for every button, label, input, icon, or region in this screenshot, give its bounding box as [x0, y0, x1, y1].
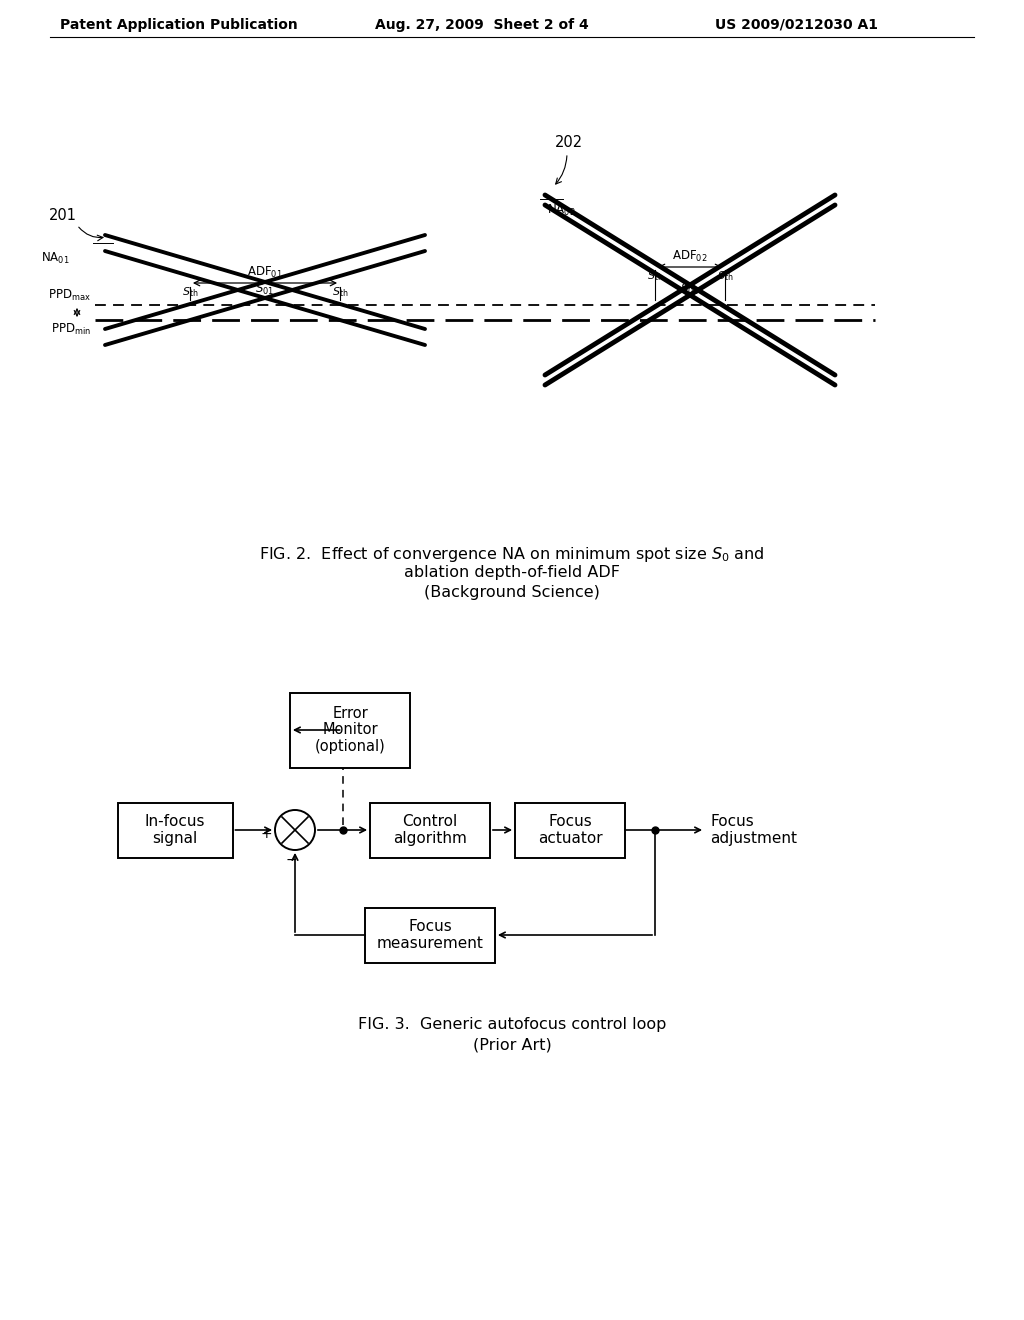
Text: Focus: Focus — [548, 814, 592, 829]
Text: −: − — [286, 853, 297, 867]
Text: In-focus: In-focus — [144, 814, 205, 829]
Bar — [365, 908, 495, 962]
Bar — [290, 693, 410, 767]
Text: Patent Application Publication: Patent Application Publication — [60, 18, 298, 32]
Text: NA$_{\mathregular{02}}$: NA$_{\mathregular{02}}$ — [547, 203, 575, 218]
Text: US 2009/0212030 A1: US 2009/0212030 A1 — [715, 18, 878, 32]
Text: Control: Control — [402, 814, 458, 829]
Text: ablation depth-of-field ADF: ablation depth-of-field ADF — [404, 565, 620, 579]
Text: 201: 201 — [49, 209, 77, 223]
Text: ADF$_{\mathregular{02}}$: ADF$_{\mathregular{02}}$ — [672, 249, 708, 264]
Text: $S_{\mathregular{th}}$: $S_{\mathregular{th}}$ — [182, 285, 199, 298]
Text: actuator: actuator — [538, 832, 602, 846]
Text: (optional): (optional) — [314, 739, 385, 754]
Text: PPD$_{\mathregular{min}}$: PPD$_{\mathregular{min}}$ — [51, 322, 91, 337]
Text: FIG. 3.  Generic autofocus control loop: FIG. 3. Generic autofocus control loop — [357, 1018, 667, 1032]
Text: $S_{\mathregular{th}}$: $S_{\mathregular{th}}$ — [332, 285, 348, 298]
Text: signal: signal — [153, 832, 198, 846]
Text: NA$_{\mathregular{01}}$: NA$_{\mathregular{01}}$ — [41, 251, 70, 267]
Text: PPD$_{\mathregular{max}}$: PPD$_{\mathregular{max}}$ — [48, 288, 91, 304]
Text: adjustment: adjustment — [710, 830, 797, 846]
Text: measurement: measurement — [377, 936, 483, 950]
Text: $S_{\mathregular{th}}$: $S_{\mathregular{th}}$ — [647, 269, 664, 282]
Text: Aug. 27, 2009  Sheet 2 of 4: Aug. 27, 2009 Sheet 2 of 4 — [375, 18, 589, 32]
Text: algorithm: algorithm — [393, 832, 467, 846]
Bar — [515, 803, 625, 858]
Text: ADF$_{\mathregular{01}}$: ADF$_{\mathregular{01}}$ — [247, 265, 283, 280]
Text: FIG. 2.  Effect of convergence NA on minimum spot size $S_0$ and: FIG. 2. Effect of convergence NA on mini… — [259, 545, 765, 564]
Text: $S_{\mathregular{th}}$: $S_{\mathregular{th}}$ — [717, 269, 733, 282]
Text: Focus: Focus — [409, 919, 452, 935]
Bar — [118, 803, 232, 858]
Text: Error: Error — [332, 706, 368, 721]
Text: (Background Science): (Background Science) — [424, 585, 600, 601]
Text: +: + — [260, 828, 272, 841]
Bar — [370, 803, 490, 858]
Text: Focus: Focus — [710, 814, 754, 829]
Text: $S_{\mathregular{01}}$: $S_{\mathregular{01}}$ — [255, 282, 274, 297]
Text: 202: 202 — [555, 135, 583, 150]
Text: $S_{\mathregular{02}}$: $S_{\mathregular{02}}$ — [680, 282, 699, 297]
Text: Monitor: Monitor — [323, 722, 378, 738]
Text: (Prior Art): (Prior Art) — [473, 1038, 551, 1052]
